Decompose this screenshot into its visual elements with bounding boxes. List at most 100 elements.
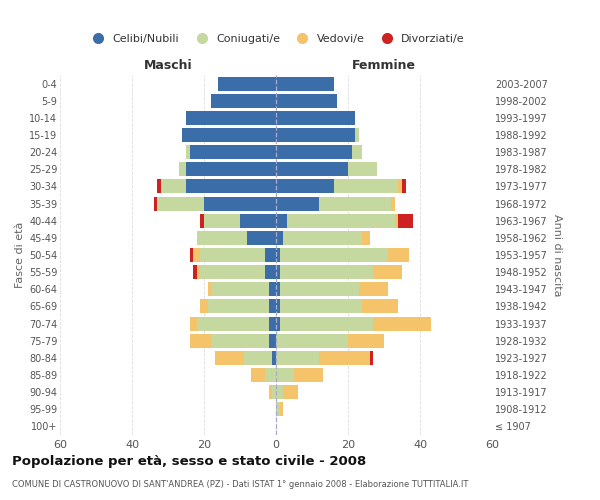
Bar [276,94,337,108]
Bar [186,162,276,176]
Bar [240,214,276,228]
Bar [276,282,280,296]
Y-axis label: Anni di nascita: Anni di nascita [552,214,562,296]
Bar [211,94,276,108]
Bar [244,351,272,365]
Bar [294,368,323,382]
Bar [402,180,406,194]
Bar [287,214,395,228]
Bar [269,300,276,314]
Bar [190,316,197,330]
Bar [280,300,362,314]
Bar [269,316,276,330]
Bar [190,145,276,159]
Bar [200,248,265,262]
Bar [283,385,298,399]
Legend: Celibi/Nubili, Coniugati/e, Vedovi/e, Divorziati/e: Celibi/Nubili, Coniugati/e, Vedovi/e, Di… [87,34,465,44]
Bar [197,316,269,330]
Bar [200,214,204,228]
Bar [269,334,276,347]
Bar [276,300,280,314]
Bar [319,351,370,365]
Bar [276,402,280,416]
Bar [218,76,276,90]
Bar [269,385,272,399]
Bar [186,145,190,159]
Bar [157,180,161,194]
Bar [276,351,319,365]
Bar [182,128,276,142]
Bar [280,282,359,296]
Bar [276,334,348,347]
Bar [280,248,388,262]
Bar [190,334,211,347]
Bar [200,300,208,314]
Bar [186,180,276,194]
Bar [276,76,334,90]
Bar [215,351,244,365]
Bar [204,196,276,210]
Bar [373,316,431,330]
Bar [197,265,200,279]
Y-axis label: Fasce di età: Fasce di età [14,222,25,288]
Bar [269,282,276,296]
Bar [208,282,211,296]
Bar [276,265,280,279]
Bar [276,162,348,176]
Text: COMUNE DI CASTRONUOVO DI SANT'ANDREA (PZ) - Dati ISTAT 1° gennaio 2008 - Elabora: COMUNE DI CASTRONUOVO DI SANT'ANDREA (PZ… [12,480,469,489]
Bar [251,368,265,382]
Bar [197,231,247,245]
Bar [208,300,269,314]
Text: Femmine: Femmine [352,58,416,71]
Bar [319,196,391,210]
Bar [395,214,398,228]
Bar [265,248,276,262]
Bar [373,265,402,279]
Bar [276,248,280,262]
Text: Popolazione per età, sesso e stato civile - 2008: Popolazione per età, sesso e stato civil… [12,455,366,468]
Bar [211,334,269,347]
Bar [265,265,276,279]
Bar [352,145,362,159]
Bar [398,214,413,228]
Bar [186,111,276,125]
Bar [154,196,157,210]
Bar [276,196,319,210]
Bar [388,248,409,262]
Bar [247,231,276,245]
Bar [362,300,398,314]
Bar [179,162,186,176]
Bar [193,265,197,279]
Bar [280,316,373,330]
Bar [334,180,398,194]
Bar [359,282,388,296]
Bar [161,180,186,194]
Bar [204,214,240,228]
Bar [276,316,280,330]
Bar [276,214,287,228]
Bar [280,402,283,416]
Bar [272,385,276,399]
Bar [190,248,193,262]
Bar [276,128,355,142]
Bar [276,145,352,159]
Bar [265,368,276,382]
Bar [276,111,355,125]
Bar [391,196,395,210]
Bar [200,265,265,279]
Bar [283,231,362,245]
Bar [211,282,269,296]
Bar [280,265,373,279]
Bar [276,231,283,245]
Bar [348,162,377,176]
Text: Maschi: Maschi [143,58,193,71]
Bar [398,180,402,194]
Bar [193,248,200,262]
Bar [348,334,384,347]
Bar [157,196,204,210]
Bar [362,231,370,245]
Bar [370,351,373,365]
Bar [276,368,294,382]
Bar [355,128,359,142]
Bar [272,351,276,365]
